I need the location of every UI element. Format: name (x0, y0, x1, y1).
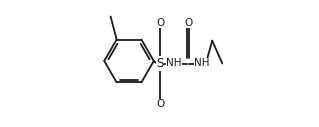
Text: O: O (156, 18, 164, 28)
Text: O: O (184, 18, 192, 28)
Text: S: S (156, 57, 164, 70)
Text: NH: NH (194, 59, 210, 68)
Text: NH: NH (166, 59, 182, 68)
Text: O: O (156, 99, 164, 109)
